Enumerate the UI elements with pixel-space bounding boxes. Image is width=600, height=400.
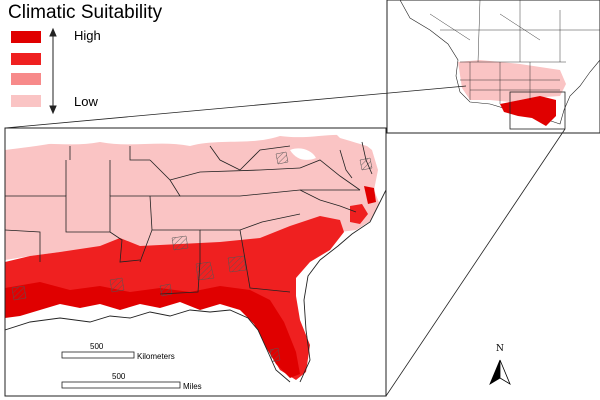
- connector-line-bottom: [385, 128, 566, 397]
- legend-swatch-2: [11, 53, 41, 65]
- north-arrow-label: N: [496, 344, 504, 354]
- legend-swatch-4: [11, 95, 41, 107]
- scale-mi-unit: Miles: [183, 382, 202, 391]
- inset-low-region: [458, 60, 566, 102]
- scale-bar-miles: [61, 381, 181, 389]
- connector-line-top: [4, 85, 467, 129]
- gulf-of-mexico: [5, 310, 296, 396]
- scale-km-value: 500: [90, 342, 104, 351]
- legend-swatch-3: [11, 73, 41, 85]
- inset-extent-box: [509, 91, 566, 130]
- main-map-frame: [4, 127, 387, 397]
- inset-map: [387, 0, 600, 133]
- region-unsuitable-north: [5, 128, 200, 150]
- legend-title: Climatic Suitability: [8, 2, 163, 23]
- region-high: [5, 282, 300, 378]
- legend-arrow: [49, 27, 57, 115]
- inset-high-region: [500, 96, 556, 126]
- scale-bar-kilometers: [61, 351, 135, 359]
- inset-map-frame: [386, 0, 600, 134]
- legend-swatch-1: [11, 31, 41, 43]
- north-arrow: [489, 359, 511, 385]
- scale-mi-value: 500: [112, 372, 126, 381]
- main-map: [5, 128, 386, 396]
- legend-low-label: Low: [74, 94, 98, 109]
- legend-high-label: High: [74, 28, 101, 43]
- scale-km-unit: Kilometers: [137, 352, 175, 361]
